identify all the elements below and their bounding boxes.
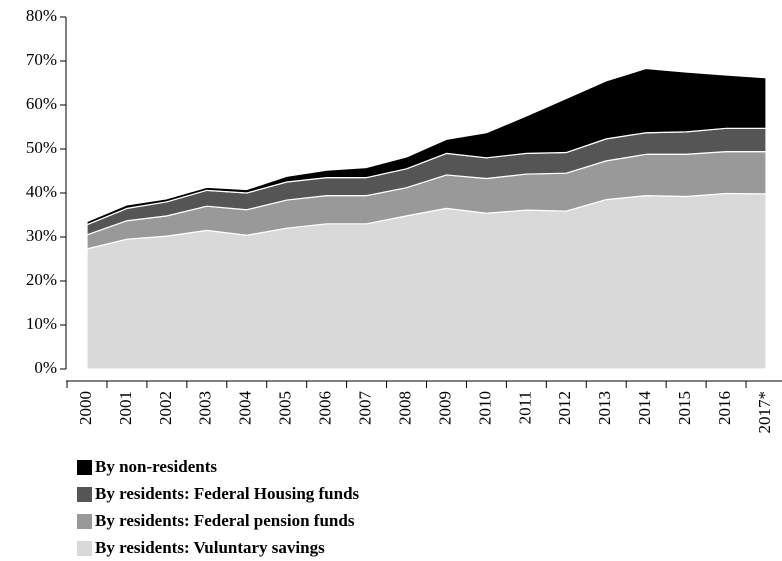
y-tick-label: 30% (26, 226, 57, 245)
x-tick-label: 2015 (675, 391, 694, 425)
x-tick-label: 2000 (76, 391, 95, 425)
y-tick-label: 60% (26, 94, 57, 113)
x-tick-label: 2005 (276, 391, 295, 425)
x-tick-label: 2004 (236, 391, 255, 426)
x-tick-label: 2006 (316, 391, 335, 425)
x-tick-label: 2007 (355, 391, 374, 426)
legend-swatch (77, 487, 92, 502)
x-tick-label: 2016 (715, 391, 734, 425)
x-tick-label: 2002 (156, 391, 175, 425)
y-tick-label: 20% (26, 270, 57, 289)
y-tick-label: 70% (26, 50, 57, 69)
x-tick-label: 2008 (395, 391, 414, 425)
x-tick-label: 2017* (755, 391, 774, 434)
legend-swatch (77, 514, 92, 529)
y-tick-label: 0% (34, 358, 57, 377)
y-tick-label: 50% (26, 138, 57, 157)
x-tick-label: 2010 (475, 391, 494, 425)
y-tick-label: 80% (26, 6, 57, 25)
x-tick-label: 2003 (196, 391, 215, 425)
x-tick-label: 2012 (555, 391, 574, 425)
legend-label: By residents: Federal Housing funds (95, 484, 360, 503)
x-tick-label: 2014 (635, 391, 654, 426)
legend-label: By residents: Federal pension funds (95, 511, 355, 530)
legend-swatch (77, 541, 92, 556)
x-tick-label: 2013 (595, 391, 614, 425)
area (86, 67, 767, 226)
x-tick-label: 2011 (515, 391, 534, 424)
y-tick-label: 40% (26, 182, 57, 201)
y-tick-label: 10% (26, 314, 57, 333)
legend-label: By non-residents (95, 457, 217, 476)
legend-swatch (77, 460, 92, 475)
x-tick-label: 2001 (116, 391, 135, 425)
legend-label: By residents: Vuluntary savings (95, 538, 325, 557)
x-tick-label: 2009 (435, 391, 454, 425)
